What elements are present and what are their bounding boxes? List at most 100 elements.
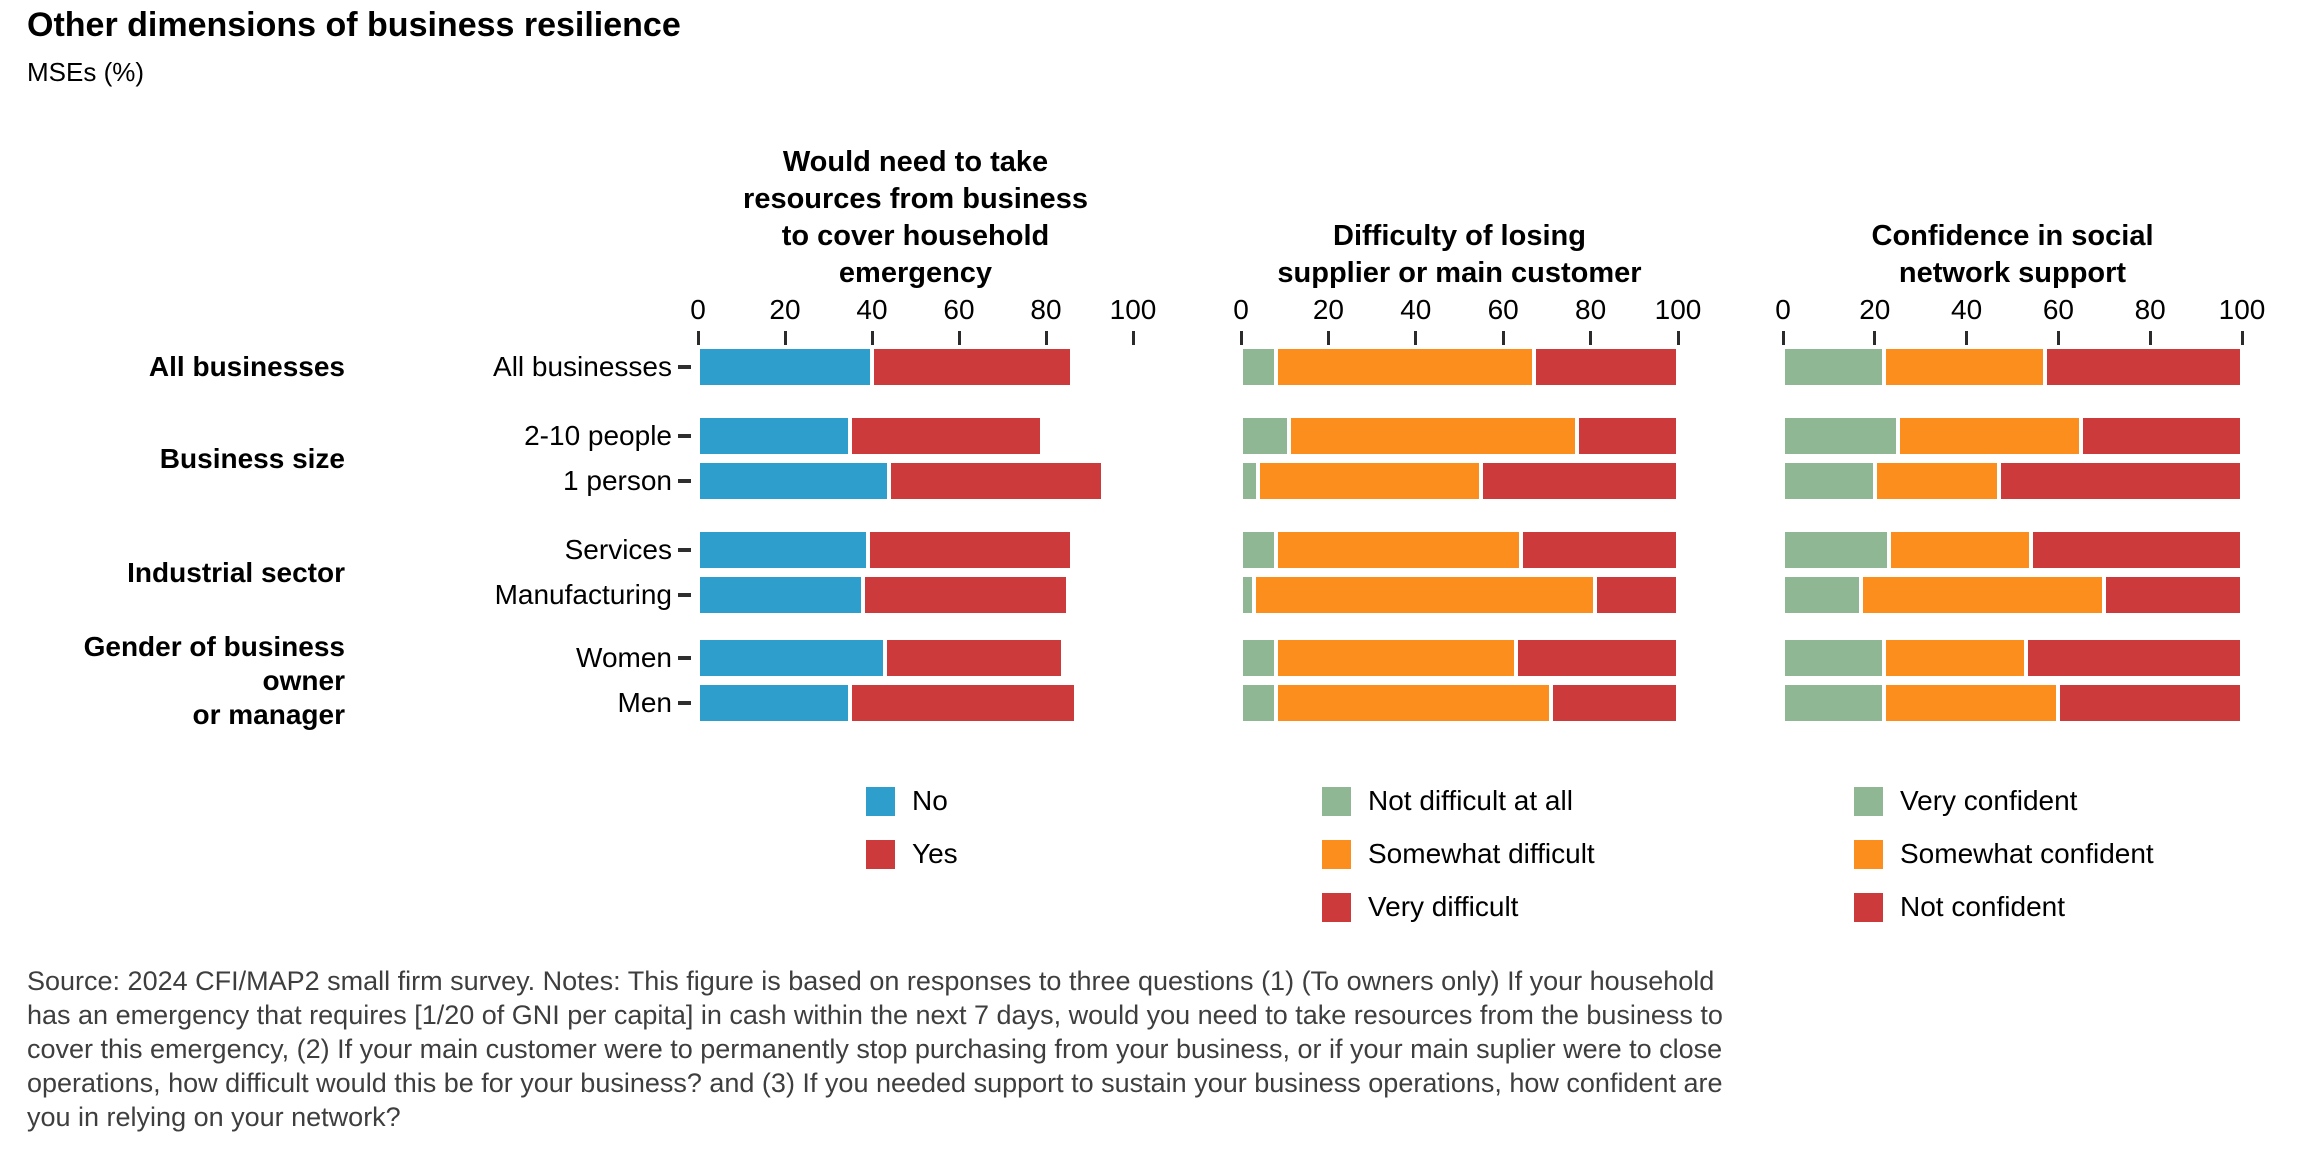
- legend-swatch: [866, 786, 895, 816]
- plot-area: All businesses All businesses Business siz…: [84, 146, 2266, 922]
- bar-segment: [2081, 416, 2242, 456]
- x-tick-label: 40: [1951, 294, 1983, 325]
- x-tick-label: 60: [1487, 294, 1519, 325]
- bar-segment: [1520, 530, 1678, 570]
- bar-row: [698, 347, 1133, 387]
- x-tick: [1414, 331, 1418, 345]
- x-tick: [1239, 331, 1243, 345]
- bar-segment: [2104, 575, 2242, 615]
- bar-segment: [1275, 638, 1517, 678]
- row-group-label: Industrial sector: [127, 556, 345, 588]
- bar-segment: [1275, 530, 1521, 570]
- bar-segment: [1783, 347, 1884, 387]
- bar-segment: [1874, 461, 1999, 501]
- bar-row: [1783, 530, 2242, 570]
- x-tick: [783, 331, 787, 345]
- x-tick-label: 0: [690, 294, 706, 325]
- x-tick-label: 0: [1775, 294, 1791, 325]
- bar-row: [698, 575, 1133, 615]
- bar-segment: [2044, 347, 2242, 387]
- bar-segment: [698, 530, 868, 570]
- bar-segment: [2026, 638, 2242, 678]
- bar-segment: [867, 530, 1073, 570]
- x-tick: [1589, 331, 1593, 345]
- bar-segment: [1289, 416, 1578, 456]
- legend-label: Not confident: [1900, 891, 2065, 922]
- x-tick: [1044, 331, 1048, 345]
- bar-row: [1241, 530, 1678, 570]
- bar-segment: [1883, 347, 2045, 387]
- bar-segment: [1783, 575, 1862, 615]
- legend-item: Yes: [866, 838, 958, 869]
- panel-title: Difficulty of losing supplier or main cu…: [1277, 220, 1642, 289]
- x-tick-label: 20: [1312, 294, 1344, 325]
- bar-segment: [1241, 347, 1276, 387]
- bar-segment: [1998, 461, 2242, 501]
- x-tick-label: 40: [856, 294, 888, 325]
- legend-item: Not confident: [1854, 891, 2065, 922]
- panel-title: Confidence in social network support: [1871, 220, 2154, 289]
- y-tick: [678, 365, 691, 369]
- x-tick: [2148, 331, 2152, 345]
- row-label: Manufacturing: [494, 579, 672, 610]
- bar-segment: [863, 575, 1068, 615]
- bar-segment: [1241, 416, 1290, 456]
- bar-segment: [885, 638, 1064, 678]
- row-label: 1 person: [563, 465, 672, 496]
- legend-swatch: [1322, 839, 1351, 869]
- bar-row: [1241, 575, 1678, 615]
- bar-segment: [1258, 461, 1482, 501]
- x-tick-label: 80: [1575, 294, 1607, 325]
- bar-segment: [1594, 575, 1678, 615]
- legend-label: Not difficult at all: [1368, 785, 1573, 816]
- row-label: All businesses: [493, 351, 672, 382]
- bar-segment: [1897, 416, 2082, 456]
- panel-title: Would need to take resources from busine…: [743, 146, 1088, 289]
- bar-segment: [1783, 461, 1875, 501]
- bar-segment: [1883, 638, 2027, 678]
- x-tick: [696, 331, 700, 345]
- legend-label: Very difficult: [1368, 891, 1519, 922]
- y-tick: [678, 656, 691, 660]
- legend-item: Not difficult at all: [1322, 785, 1573, 816]
- bar-segment: [1783, 638, 1884, 678]
- legend-swatch: [1854, 786, 1883, 816]
- x-tick: [2240, 331, 2244, 345]
- bar-segment: [698, 575, 864, 615]
- x-tick: [870, 331, 874, 345]
- legend-item: No: [866, 785, 948, 816]
- bar-segment: [698, 638, 886, 678]
- x-tick-label: 100: [1109, 294, 1157, 325]
- bar-row: [1783, 461, 2242, 501]
- row-group-label: Business size: [159, 442, 345, 474]
- bar-segment: [1783, 530, 1889, 570]
- bar-row: [698, 638, 1133, 678]
- legend-swatch: [1854, 839, 1883, 869]
- legend-label: Yes: [912, 838, 958, 869]
- bar-segment: [1783, 683, 1884, 723]
- x-tick: [2056, 331, 2060, 345]
- bar-row: [1241, 638, 1678, 678]
- bar-segment: [1783, 416, 1898, 456]
- y-tick: [678, 434, 691, 438]
- x-tick-label: 100: [1654, 294, 1702, 325]
- x-tick: [1501, 331, 1505, 345]
- bar-row: [698, 530, 1133, 570]
- bar-segment: [1241, 575, 1255, 615]
- bar-segment: [698, 461, 890, 501]
- bar-row: [1241, 461, 1678, 501]
- x-tick: [1873, 331, 1877, 345]
- row-label: Men: [617, 687, 672, 718]
- bar-segment: [2058, 683, 2242, 723]
- bar-segment: [698, 416, 851, 456]
- x-tick-label: 80: [2134, 294, 2166, 325]
- bar-row: [698, 416, 1133, 456]
- x-tick-label: 0: [1233, 294, 1249, 325]
- bar-segment: [1254, 575, 1595, 615]
- bar-segment: [1861, 575, 2105, 615]
- x-tick-label: 20: [769, 294, 801, 325]
- page-subtitle: MSEs (%): [27, 57, 144, 87]
- bar-segment: [1275, 347, 1534, 387]
- legend-item: Very difficult: [1322, 891, 1519, 922]
